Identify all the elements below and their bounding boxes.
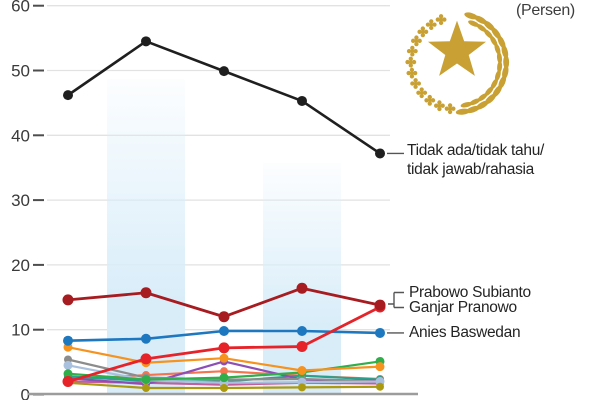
data-point-tidak — [63, 90, 73, 101]
data-point-olive — [142, 384, 150, 393]
data-point-ganjar — [218, 342, 230, 354]
wreath-cotton-flower — [435, 14, 447, 25]
wreath-cotton-flower — [416, 87, 428, 99]
gold-star-wreath-icon — [405, 12, 510, 115]
wreath-cotton-flower — [410, 78, 422, 89]
highlight-band — [107, 78, 185, 394]
wreath-cotton-flower — [434, 100, 445, 112]
annotation-anies: Anies Baswedan — [409, 324, 521, 341]
data-point-tidak — [219, 66, 229, 77]
wreath-cotton-flower — [444, 103, 456, 115]
data-point-anies — [141, 333, 151, 344]
wreath-rice-leaf — [469, 98, 481, 106]
data-point-orange — [375, 362, 385, 372]
wreath-rice-leaf — [455, 108, 470, 115]
wreath-cotton-flower — [405, 56, 417, 68]
annotation-ganjar: Ganjar Pranowo — [409, 299, 517, 316]
star-icon — [427, 20, 487, 76]
highlight-band — [263, 163, 341, 394]
data-point-tidak — [297, 95, 307, 106]
wreath-rice-leaf — [464, 12, 478, 20]
y-tick-label: 20 — [11, 256, 30, 275]
annotation-tidak-line2: tidak jawab/rahasia — [407, 161, 534, 178]
data-point-anies — [63, 335, 73, 346]
data-point-olive — [220, 384, 228, 393]
unit-label: (Persen) — [516, 2, 575, 19]
leader-prabowo-ganjar — [388, 291, 404, 309]
data-point-green — [63, 369, 73, 379]
wreath-rice-leaf — [494, 69, 501, 82]
wreath-cotton-flower — [411, 35, 422, 47]
annotation-tidak-line1: Tidak ada/tidak tahu/ — [407, 142, 545, 159]
data-point-anies — [297, 325, 307, 336]
data-point-coral — [220, 367, 228, 376]
data-point-prabowo — [62, 294, 74, 306]
y-tick-label: 50 — [11, 62, 30, 81]
data-point-prabowo — [218, 311, 230, 323]
wreath-rice-leaf — [496, 52, 503, 64]
wreath-rice-leaf — [494, 43, 501, 55]
data-point-tidak — [375, 148, 385, 159]
data-point-ganjar — [296, 341, 308, 353]
wreath-cotton-flower — [424, 94, 436, 106]
y-tick-label: 40 — [11, 126, 30, 145]
data-point-orange — [219, 353, 229, 363]
data-point-light-steel-blue — [63, 360, 73, 370]
wreath-cotton-flower — [425, 19, 437, 31]
data-point-prabowo — [374, 299, 386, 311]
y-tick-label: 60 — [11, 0, 30, 16]
wreath-cotton-flower — [417, 26, 429, 38]
data-point-olive — [298, 383, 306, 392]
data-point-green — [219, 373, 229, 383]
wreath-rice-leaf — [460, 102, 473, 108]
wreath-cotton-flower — [406, 67, 418, 79]
y-tick-label: 0 — [21, 386, 30, 400]
wreath-cotton-flower — [406, 45, 418, 57]
data-point-orange — [297, 366, 307, 376]
data-point-ganjar — [140, 353, 152, 365]
data-point-ganjar — [62, 376, 74, 388]
annotation-prabowo: Prabowo Subianto — [409, 284, 531, 301]
y-tick-label: 10 — [11, 321, 30, 340]
data-point-anies — [219, 325, 229, 336]
annotation-tidak: Tidak ada/tidak tahu/ tidak jawab/rahasi… — [407, 141, 544, 179]
data-point-tidak — [141, 36, 151, 47]
data-point-green — [141, 375, 151, 385]
data-point-prabowo — [296, 282, 308, 294]
y-tick-label: 30 — [11, 191, 30, 210]
wreath-rice-leaf — [503, 54, 510, 70]
data-point-olive — [376, 382, 384, 391]
data-point-anies — [375, 327, 385, 338]
data-point-prabowo — [140, 287, 152, 299]
wreath-rice-leaf — [468, 20, 480, 27]
wreath-rice-leaf — [497, 60, 503, 73]
